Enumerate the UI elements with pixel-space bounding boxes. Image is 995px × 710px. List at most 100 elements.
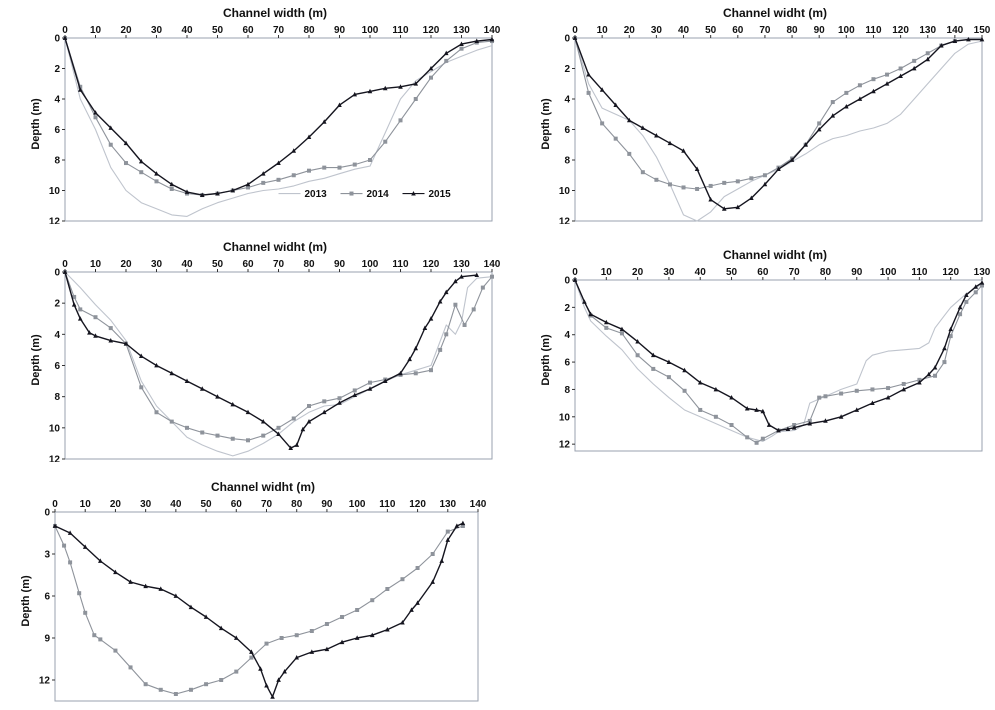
y-axis-label-wrap: Depth (m) bbox=[538, 265, 553, 454]
marker-square bbox=[92, 633, 97, 638]
marker-square bbox=[77, 591, 82, 596]
x-tick-label: 0 bbox=[572, 25, 578, 36]
y-axis-label: Depth (m) bbox=[539, 97, 552, 150]
marker-triangle bbox=[215, 190, 220, 196]
x-tick-label: 70 bbox=[261, 499, 273, 510]
legend-entry-2014: 2014 bbox=[340, 189, 389, 200]
marker-square bbox=[370, 598, 375, 603]
x-tick-label: 110 bbox=[392, 25, 409, 36]
marker-triangle bbox=[708, 197, 713, 202]
marker-square bbox=[62, 543, 67, 548]
marker-square bbox=[355, 608, 360, 612]
x-tick-label: 90 bbox=[334, 25, 346, 36]
marker-square bbox=[413, 371, 418, 376]
marker-triangle bbox=[459, 274, 464, 279]
marker-square bbox=[666, 375, 671, 380]
marker-square bbox=[651, 366, 656, 371]
marker-square bbox=[830, 100, 835, 105]
marker-triangle bbox=[474, 38, 480, 43]
marker-triangle bbox=[215, 394, 220, 399]
marker-triangle bbox=[321, 409, 327, 415]
marker-square bbox=[93, 315, 98, 320]
marker-triangle bbox=[294, 442, 300, 447]
x-tick-label: 110 bbox=[379, 499, 396, 510]
marker-square bbox=[124, 161, 128, 166]
y-tick-label: 2 bbox=[564, 64, 570, 75]
marker-triangle bbox=[62, 269, 68, 274]
x-tick-label: 120 bbox=[409, 499, 426, 510]
marker-triangle bbox=[309, 649, 315, 654]
marker-triangle bbox=[260, 419, 266, 424]
marker-square bbox=[722, 180, 727, 185]
marker-triangle bbox=[409, 607, 414, 612]
marker-square bbox=[307, 168, 311, 173]
cross-section-chart-3: Channel widht (m) Depth (m) 0 10 20 30 40 50 6… bbox=[28, 240, 501, 462]
marker-triangle bbox=[169, 181, 175, 187]
marker-square bbox=[139, 170, 144, 175]
marker-triangle bbox=[443, 50, 449, 56]
marker-square bbox=[682, 388, 687, 393]
marker-square bbox=[857, 83, 862, 88]
marker-triangle bbox=[762, 181, 768, 187]
marker-triangle bbox=[744, 405, 750, 411]
marker-triangle bbox=[439, 558, 445, 563]
marker-triangle bbox=[428, 316, 434, 321]
marker-square bbox=[817, 121, 822, 126]
marker-square bbox=[83, 610, 88, 615]
marker-triangle bbox=[154, 362, 159, 368]
marker-triangle bbox=[276, 677, 281, 682]
marker-square bbox=[925, 51, 930, 56]
marker-triangle bbox=[776, 427, 781, 433]
y-axis-label-wrap: Depth (m) bbox=[538, 23, 553, 224]
marker-triangle bbox=[169, 370, 175, 376]
marker-triangle bbox=[926, 371, 932, 377]
marker-square bbox=[352, 388, 357, 393]
chart-canvas: 0 10 20 30 40 50 60 70 80 90 100 110 120 130 140 150 0 2 4… bbox=[559, 25, 990, 224]
y-tick-label: 4 bbox=[564, 330, 570, 341]
x-tick-label: 40 bbox=[181, 25, 193, 36]
y-tick-label: 9 bbox=[44, 634, 50, 645]
x-tick-label: 100 bbox=[880, 267, 897, 278]
marker-square bbox=[291, 416, 296, 421]
x-tick-label: 30 bbox=[651, 25, 663, 36]
marker-square bbox=[490, 274, 494, 279]
marker-square bbox=[885, 72, 890, 77]
marker-triangle bbox=[93, 110, 98, 115]
x-tick-label: 130 bbox=[919, 25, 936, 36]
plot-area: 0 10 20 30 40 50 60 70 80 90 100 110 120 130 140 150 0 2 4… bbox=[553, 23, 990, 224]
marker-triangle bbox=[942, 345, 947, 351]
marker-triangle bbox=[901, 386, 907, 392]
y-tick-label: 4 bbox=[54, 95, 60, 106]
marker-triangle bbox=[948, 326, 953, 332]
y-tick-label: 2 bbox=[54, 64, 60, 75]
legend-label: 2013 bbox=[305, 189, 328, 200]
marker-triangle bbox=[306, 419, 312, 424]
marker-triangle bbox=[626, 117, 632, 123]
y-tick-label: 10 bbox=[559, 412, 571, 423]
marker-square bbox=[807, 418, 812, 423]
marker-square bbox=[635, 353, 640, 358]
marker-triangle bbox=[604, 319, 609, 325]
marker-square bbox=[93, 115, 98, 120]
marker-triangle bbox=[973, 284, 979, 289]
y-tick-label: 0 bbox=[564, 34, 570, 45]
chart-title: Channel width (m) bbox=[223, 6, 327, 20]
marker-triangle bbox=[694, 166, 700, 172]
x-tick-label: 10 bbox=[80, 499, 92, 510]
marker-square bbox=[340, 615, 345, 619]
marker-triangle bbox=[785, 426, 791, 432]
marker-triangle bbox=[572, 277, 578, 282]
chart-canvas: 0 10 20 30 40 50 60 70 80 90 100 110 120 130 140 0 2 4 6 8 1… bbox=[49, 25, 500, 224]
marker-square bbox=[754, 440, 759, 445]
x-tick-label: 60 bbox=[732, 25, 744, 36]
marker-square bbox=[619, 331, 624, 336]
marker-triangle bbox=[52, 523, 58, 528]
marker-triangle bbox=[789, 157, 795, 162]
marker-square bbox=[400, 577, 405, 582]
y-tick-label: 8 bbox=[54, 392, 60, 403]
x-tick-label: 0 bbox=[62, 259, 68, 270]
marker-square bbox=[154, 179, 159, 184]
marker-triangle bbox=[654, 133, 659, 138]
marker-triangle bbox=[911, 65, 917, 71]
marker-triangle bbox=[884, 81, 890, 86]
